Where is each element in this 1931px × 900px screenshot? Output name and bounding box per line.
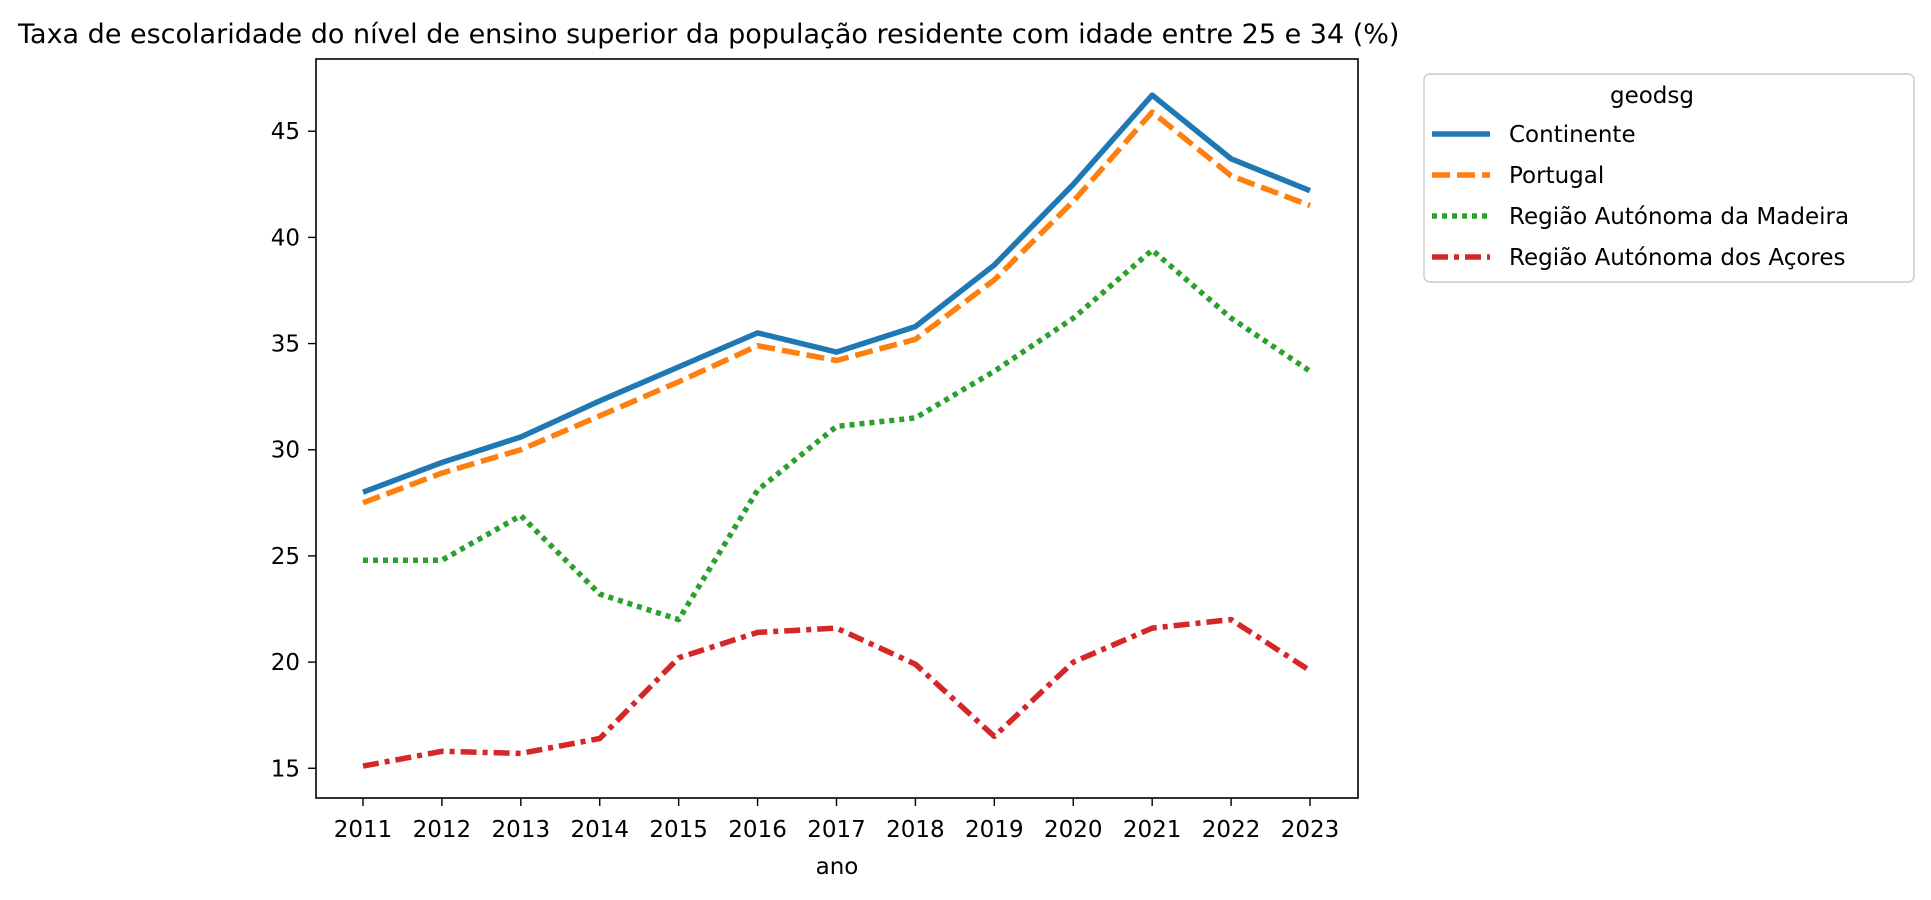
x-tick-label: 2021 <box>1123 817 1182 843</box>
y-tick-label: 30 <box>271 438 300 464</box>
legend-frame <box>1423 73 1915 283</box>
x-tick-label: 2012 <box>413 817 472 843</box>
series-line-2 <box>363 247 1312 623</box>
legend-label-3: Região Autónoma dos Açores <box>1509 245 1846 271</box>
x-axis-label: ano <box>816 854 859 880</box>
legend-entries: Continente Portugal Região Autónoma da Mad… <box>1432 122 1849 271</box>
x-axis: 2011 2012 2013 2014 2015 2016 2017 2018 2019 2020… <box>334 798 1340 843</box>
legend-title: geodsg <box>1610 83 1694 109</box>
series-line-3 <box>362 616 1312 769</box>
x-tick-label: 2011 <box>334 817 393 843</box>
plot-area <box>315 58 1359 799</box>
chart-title: Taxa de escolaridade do nível de ensino … <box>17 19 1399 50</box>
y-tick-label: 25 <box>271 544 300 570</box>
y-axis: 15 20 25 30 35 40 45 <box>271 119 316 782</box>
x-tick-label: 2022 <box>1202 817 1261 843</box>
y-tick-label: 40 <box>271 225 300 251</box>
x-tick-label: 2023 <box>1281 817 1340 843</box>
legend: geodsg Continente Portugal Região Autónoma… <box>1423 73 1915 283</box>
x-tick-label: 2017 <box>807 817 866 843</box>
series-line-0 <box>362 92 1312 495</box>
legend-label-2: Região Autónoma da Madeira <box>1509 204 1849 230</box>
x-tick-label: 2013 <box>492 817 551 843</box>
plot-frame <box>315 58 1359 799</box>
legend-label-0: Continente <box>1509 122 1636 148</box>
y-tick-label: 15 <box>271 756 300 782</box>
series-lines <box>362 92 1312 769</box>
x-tick-label: 2014 <box>570 817 629 843</box>
series-line-1 <box>362 109 1311 506</box>
x-tick-label: 2020 <box>1044 817 1103 843</box>
x-tick-label: 2016 <box>728 817 787 843</box>
x-tick-label: 2015 <box>649 817 708 843</box>
y-tick-label: 20 <box>271 650 300 676</box>
y-tick-label: 45 <box>271 119 300 145</box>
x-tick-label: 2018 <box>886 817 945 843</box>
y-tick-label: 35 <box>271 332 300 358</box>
x-tick-label: 2019 <box>965 817 1024 843</box>
legend-label-1: Portugal <box>1509 163 1604 189</box>
